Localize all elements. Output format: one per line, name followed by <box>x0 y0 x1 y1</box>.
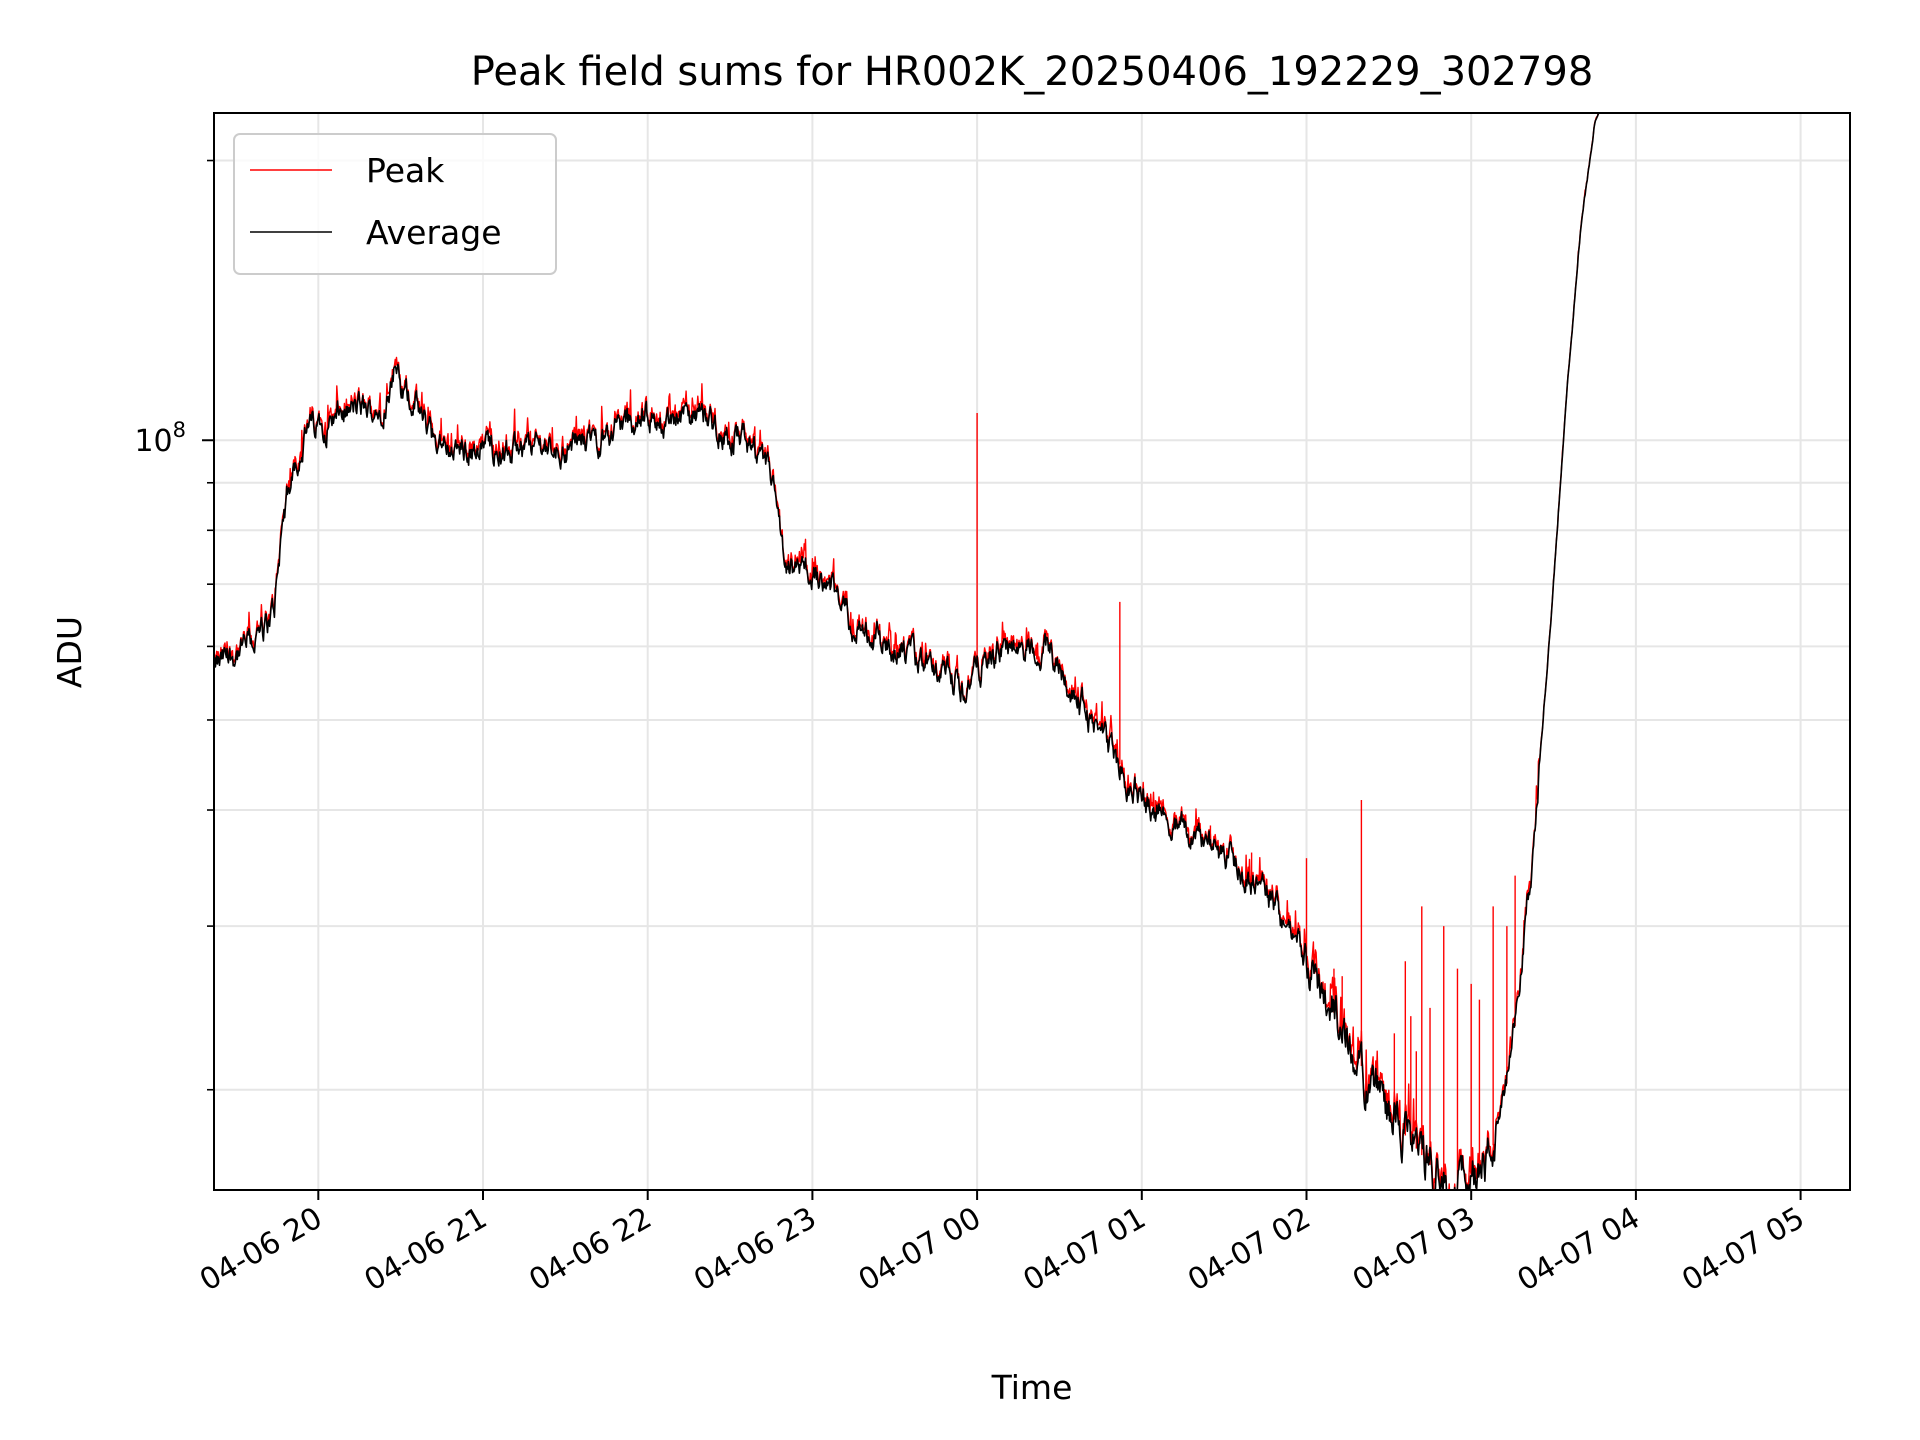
legend-label-peak: Peak <box>366 151 445 190</box>
grid <box>214 113 1850 1190</box>
legend-box <box>233 133 557 275</box>
series-line-average <box>214 113 1600 1190</box>
chart-title: Peak field sums for HR002K_20250406_1922… <box>471 49 1594 95</box>
plot-lines <box>214 113 1600 1190</box>
y-axis-label: ADU <box>50 616 89 688</box>
plot-frame <box>213 112 1851 1191</box>
legend: Peak Average <box>233 133 557 275</box>
legend-label-average: Average <box>366 213 502 252</box>
x-axis-label: Time <box>991 1368 1073 1407</box>
